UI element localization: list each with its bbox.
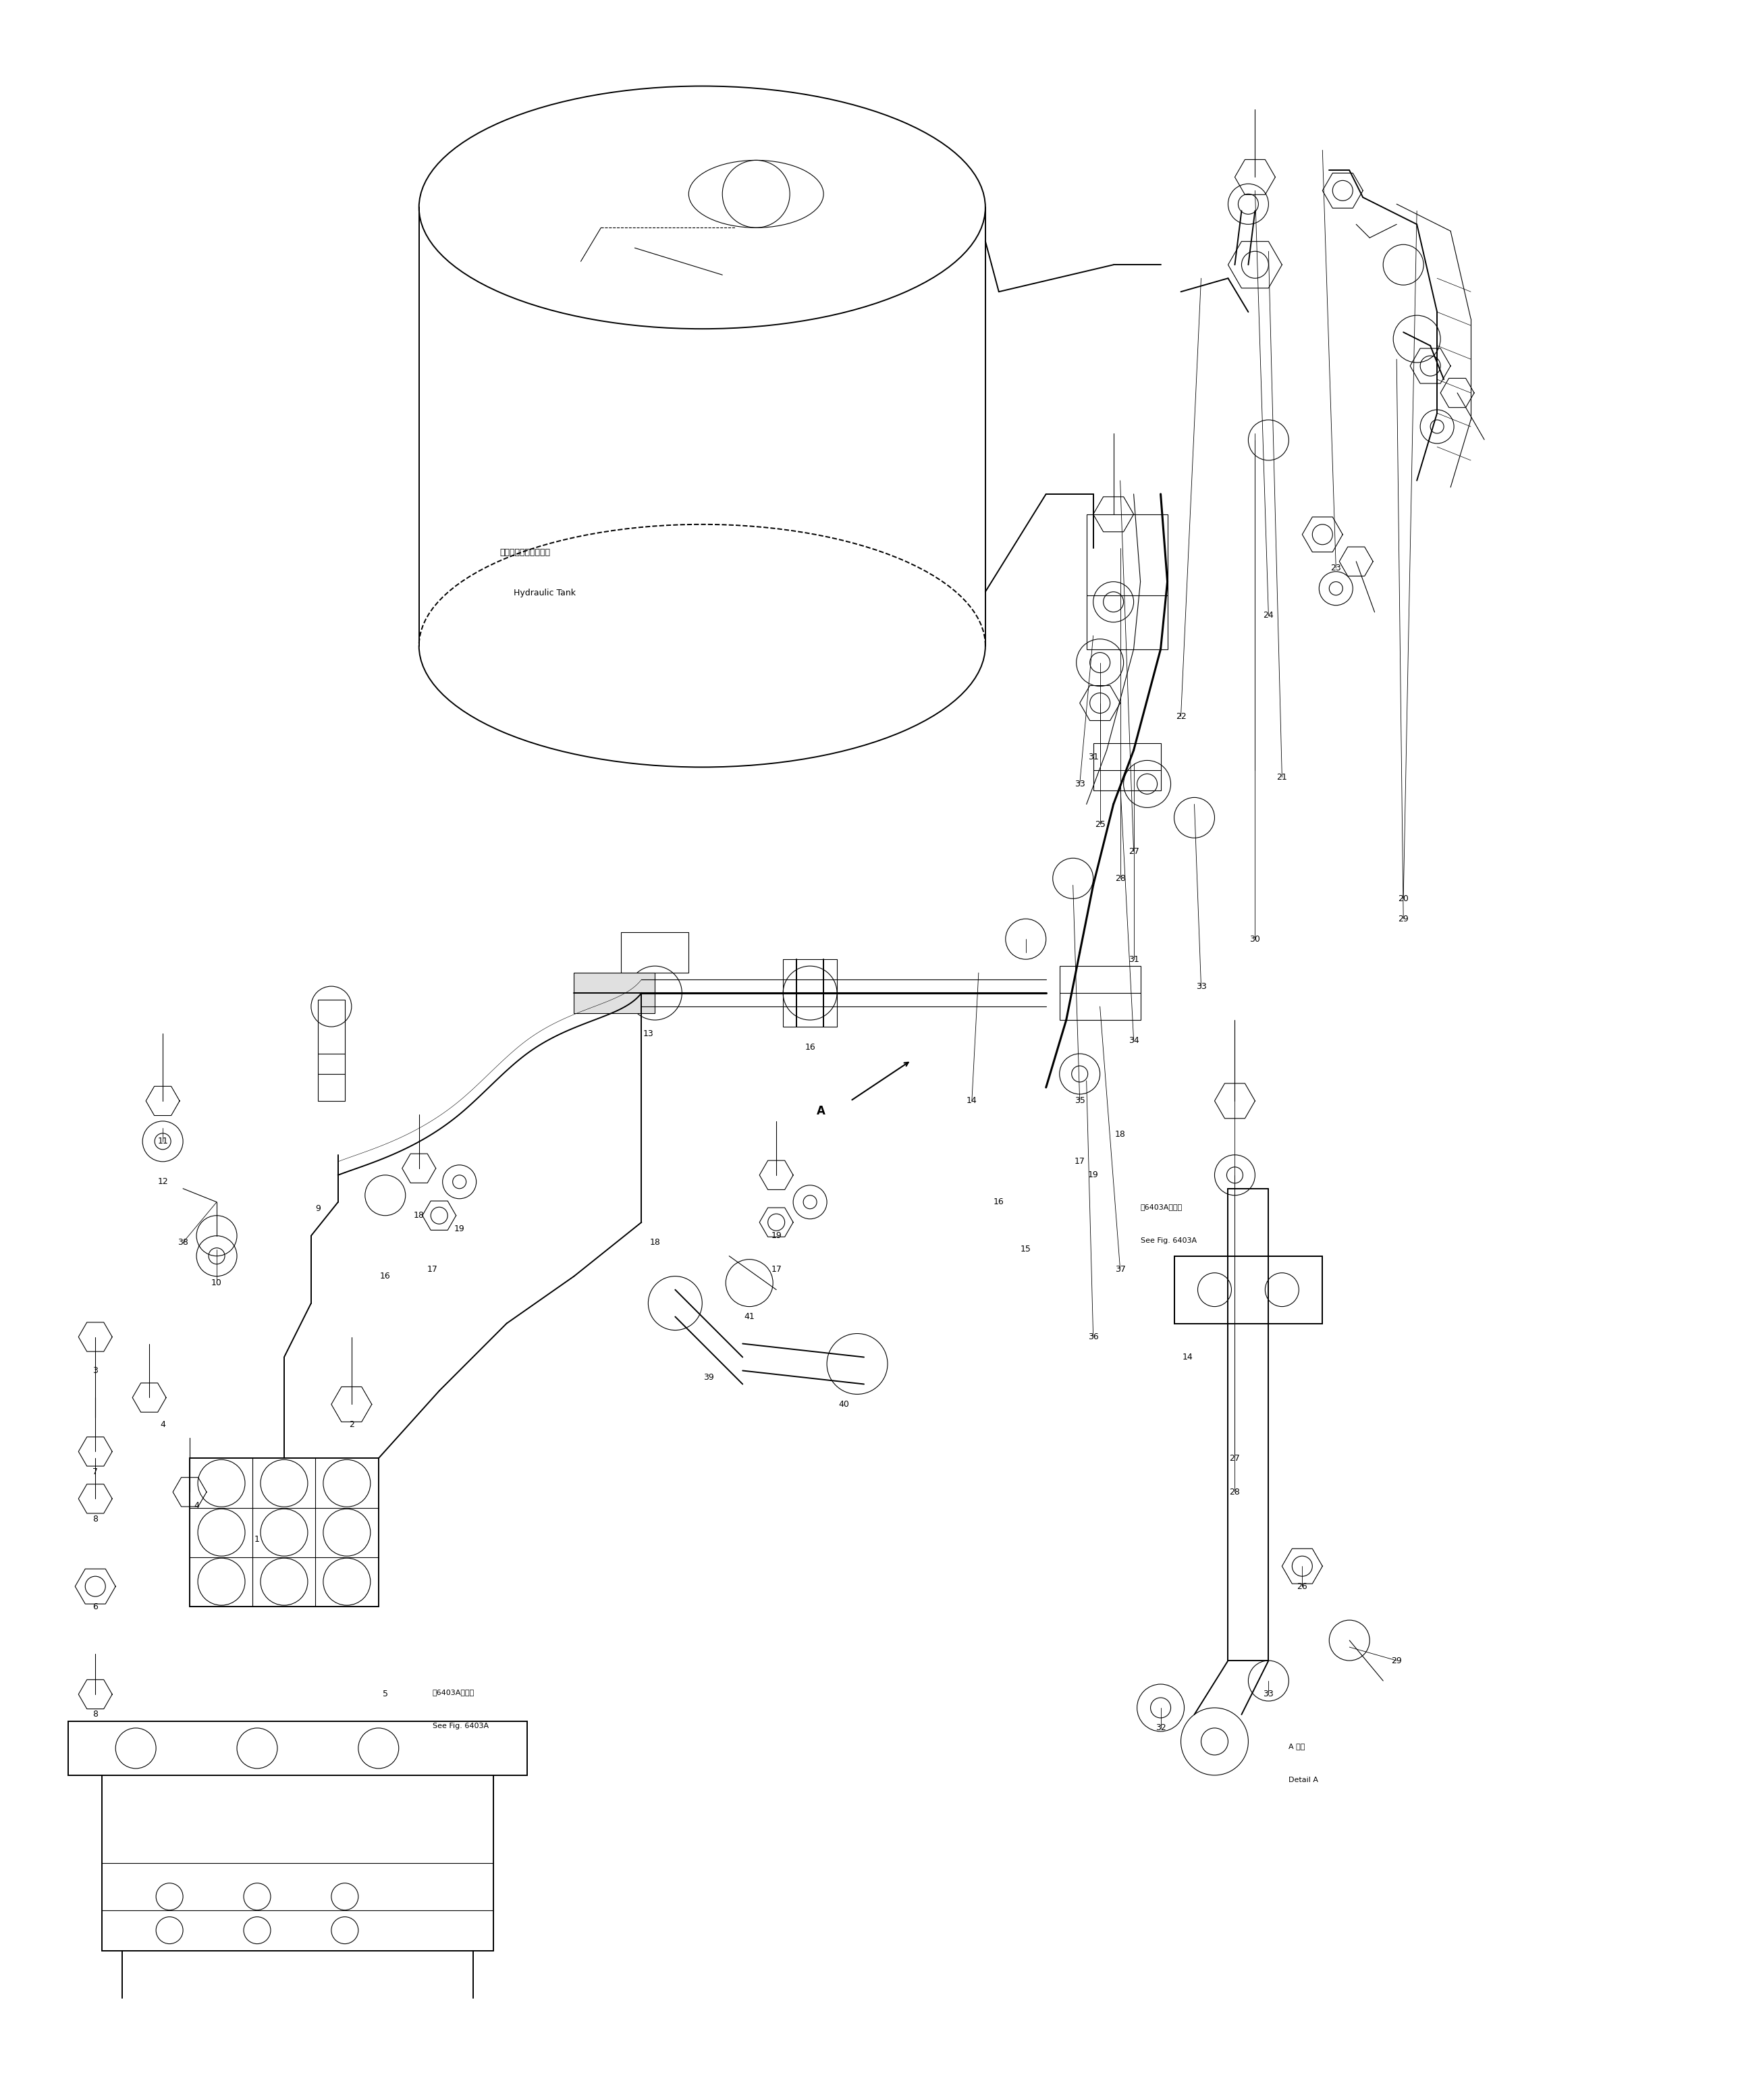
Text: 18: 18 (1114, 1130, 1125, 1138)
Text: 40: 40 (839, 1401, 850, 1409)
Bar (1174, 1256, 1322, 1323)
Text: 12: 12 (157, 1178, 167, 1186)
Text: 34: 34 (1128, 1035, 1139, 1044)
Text: 4: 4 (194, 1501, 199, 1510)
Text: 31: 31 (1088, 752, 1098, 762)
Text: 19: 19 (455, 1224, 465, 1233)
Text: 27: 27 (1229, 1453, 1239, 1464)
Text: 33: 33 (1195, 983, 1206, 991)
Text: 3: 3 (93, 1367, 99, 1376)
Text: 9: 9 (316, 1205, 321, 1214)
Text: 25: 25 (1095, 821, 1105, 830)
Text: 19: 19 (770, 1231, 781, 1241)
Text: 20: 20 (1398, 895, 1409, 903)
Text: 16: 16 (381, 1273, 391, 1281)
Bar (69, 1722, 527, 1774)
Text: Detail A: Detail A (1289, 1777, 1319, 1783)
Text: 16: 16 (994, 1197, 1005, 1205)
Text: See Fig. 6403A: See Fig. 6403A (1141, 1237, 1197, 1243)
Bar (317, 1000, 346, 1100)
Text: 18: 18 (649, 1239, 661, 1247)
Text: 13: 13 (643, 1029, 654, 1037)
Text: Hydraulic Tank: Hydraulic Tank (513, 588, 575, 596)
Text: 24: 24 (1264, 611, 1275, 619)
Text: 28: 28 (1229, 1487, 1239, 1497)
Text: 15: 15 (1021, 1245, 1031, 1254)
Text: 17: 17 (427, 1264, 437, 1275)
Text: 29: 29 (1391, 1657, 1402, 1665)
Bar (1060, 966, 1141, 1021)
Text: 36: 36 (1088, 1334, 1098, 1342)
Text: 41: 41 (744, 1312, 755, 1321)
Text: 29: 29 (1398, 914, 1409, 924)
Text: 17: 17 (1074, 1157, 1084, 1166)
Bar (575, 972, 654, 1014)
Text: A 詳細: A 詳細 (1289, 1743, 1305, 1749)
Text: 17: 17 (770, 1264, 781, 1275)
Text: 2: 2 (349, 1420, 354, 1428)
Text: 8: 8 (93, 1709, 99, 1720)
Text: 39: 39 (703, 1373, 714, 1382)
Text: 33: 33 (1264, 1690, 1275, 1699)
Text: 6: 6 (93, 1602, 99, 1611)
Bar (1086, 514, 1167, 649)
Text: 8: 8 (93, 1514, 99, 1522)
Text: 27: 27 (1128, 846, 1139, 857)
Text: A: A (816, 1105, 825, 1117)
Text: 14: 14 (966, 1096, 977, 1105)
Text: 4: 4 (160, 1420, 166, 1428)
Text: 22: 22 (1176, 712, 1186, 720)
Bar (190, 1457, 379, 1606)
Text: 21: 21 (1276, 773, 1287, 781)
Text: 1: 1 (254, 1535, 259, 1544)
Text: 32: 32 (1155, 1724, 1165, 1732)
Text: 35: 35 (1074, 1096, 1084, 1105)
Bar (1093, 743, 1160, 792)
Text: 33: 33 (1074, 779, 1084, 788)
Text: 11: 11 (157, 1136, 167, 1147)
Text: 14: 14 (1183, 1352, 1194, 1361)
Text: 第6403A図参照: 第6403A図参照 (432, 1688, 474, 1695)
Text: See Fig. 6403A: See Fig. 6403A (432, 1722, 488, 1730)
Text: 31: 31 (1128, 956, 1139, 964)
Text: 38: 38 (178, 1239, 189, 1247)
Text: 37: 37 (1114, 1264, 1125, 1275)
Text: 23: 23 (1331, 563, 1342, 573)
Text: 26: 26 (1298, 1581, 1308, 1592)
Text: 10: 10 (212, 1279, 222, 1287)
Bar (621, 932, 689, 972)
Bar (783, 960, 837, 1027)
Text: 28: 28 (1114, 874, 1125, 882)
Text: 18: 18 (414, 1212, 425, 1220)
Text: 5: 5 (383, 1690, 388, 1699)
Text: 7: 7 (93, 1468, 99, 1476)
Text: 30: 30 (1250, 934, 1261, 943)
Text: 16: 16 (804, 1042, 815, 1052)
Text: 19: 19 (1088, 1170, 1098, 1180)
Text: ハイドロリックタンク: ハイドロリックタンク (501, 548, 550, 556)
Text: 第6403A図参照: 第6403A図参照 (1141, 1203, 1183, 1210)
